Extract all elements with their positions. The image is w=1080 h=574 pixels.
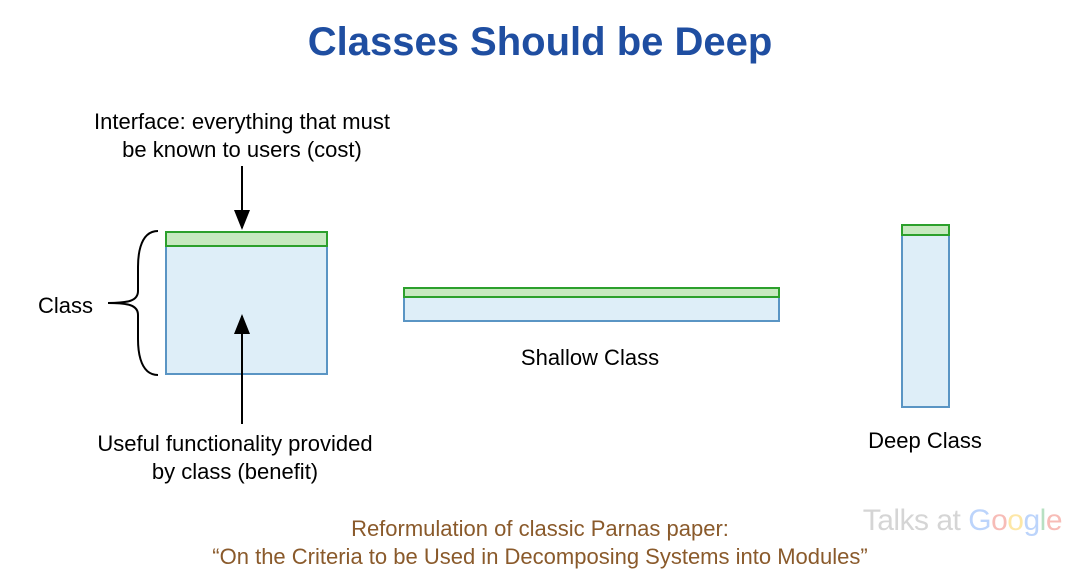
footer-line2: “On the Criteria to be Used in Decomposi… [0,544,1080,570]
watermark-g1: G [968,504,991,537]
interface-annotation: Interface: everything that must be known… [62,108,422,163]
slide-title: Classes Should be Deep [0,20,1080,65]
class-brace [108,231,158,375]
benefit-annotation-line2: by class (benefit) [75,458,395,486]
benefit-annotation-line1: Useful functionality provided [75,430,395,458]
class-label: Class [38,293,93,319]
shallow-class-body [403,298,780,322]
watermark-prefix: Talks at [863,504,969,537]
watermark-o1: o [991,504,1007,537]
deep-class-interface [901,224,950,236]
interface-annotation-line2: be known to users (cost) [62,136,422,164]
watermark-talks-at-google: Talks at Google [863,504,1062,538]
interface-annotation-line1: Interface: everything that must [62,108,422,136]
main-class-body [165,247,328,375]
main-class-interface [165,231,328,247]
deep-class-body [901,236,950,408]
benefit-annotation: Useful functionality provided by class (… [75,430,395,485]
watermark-o2: o [1007,504,1023,537]
watermark-g2: g [1023,504,1039,537]
watermark-e: e [1046,504,1062,537]
shallow-class-interface [403,287,780,298]
deep-class-label: Deep Class [855,428,995,454]
shallow-class-label: Shallow Class [490,345,690,371]
